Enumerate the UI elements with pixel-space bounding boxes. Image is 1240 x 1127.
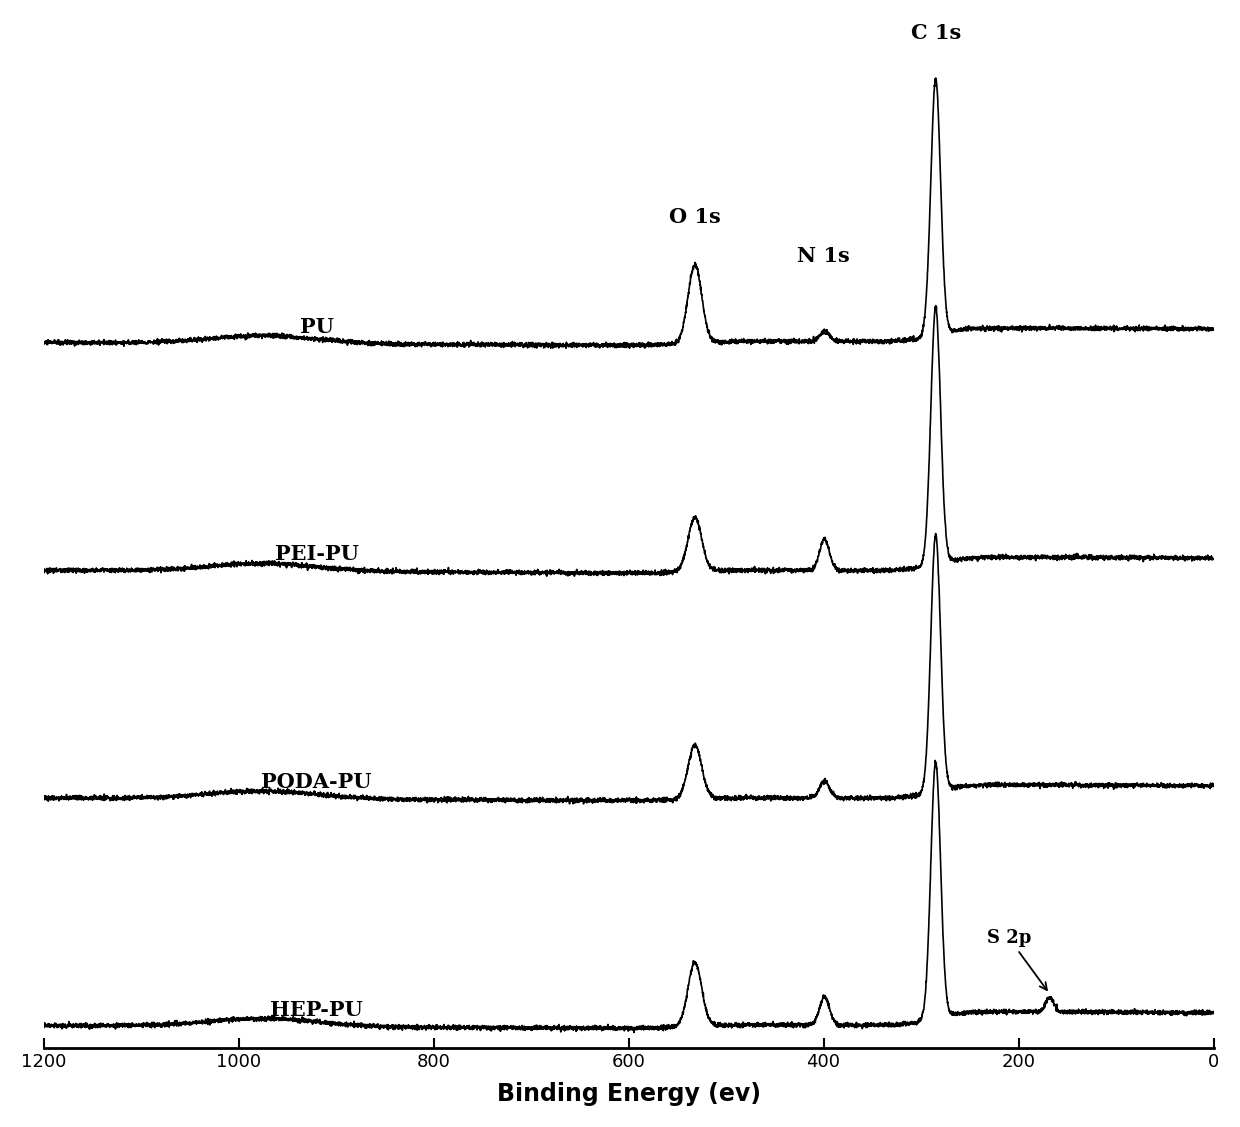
Text: PODA-PU: PODA-PU bbox=[262, 772, 372, 792]
Text: C 1s: C 1s bbox=[910, 23, 961, 43]
Text: HEP-PU: HEP-PU bbox=[270, 1000, 363, 1020]
Text: PU: PU bbox=[300, 317, 334, 337]
Text: PEI-PU: PEI-PU bbox=[274, 544, 358, 565]
X-axis label: Binding Energy (ev): Binding Energy (ev) bbox=[496, 1082, 760, 1107]
Text: N 1s: N 1s bbox=[797, 246, 849, 266]
Text: O 1s: O 1s bbox=[668, 207, 720, 227]
Text: S 2p: S 2p bbox=[987, 929, 1047, 990]
